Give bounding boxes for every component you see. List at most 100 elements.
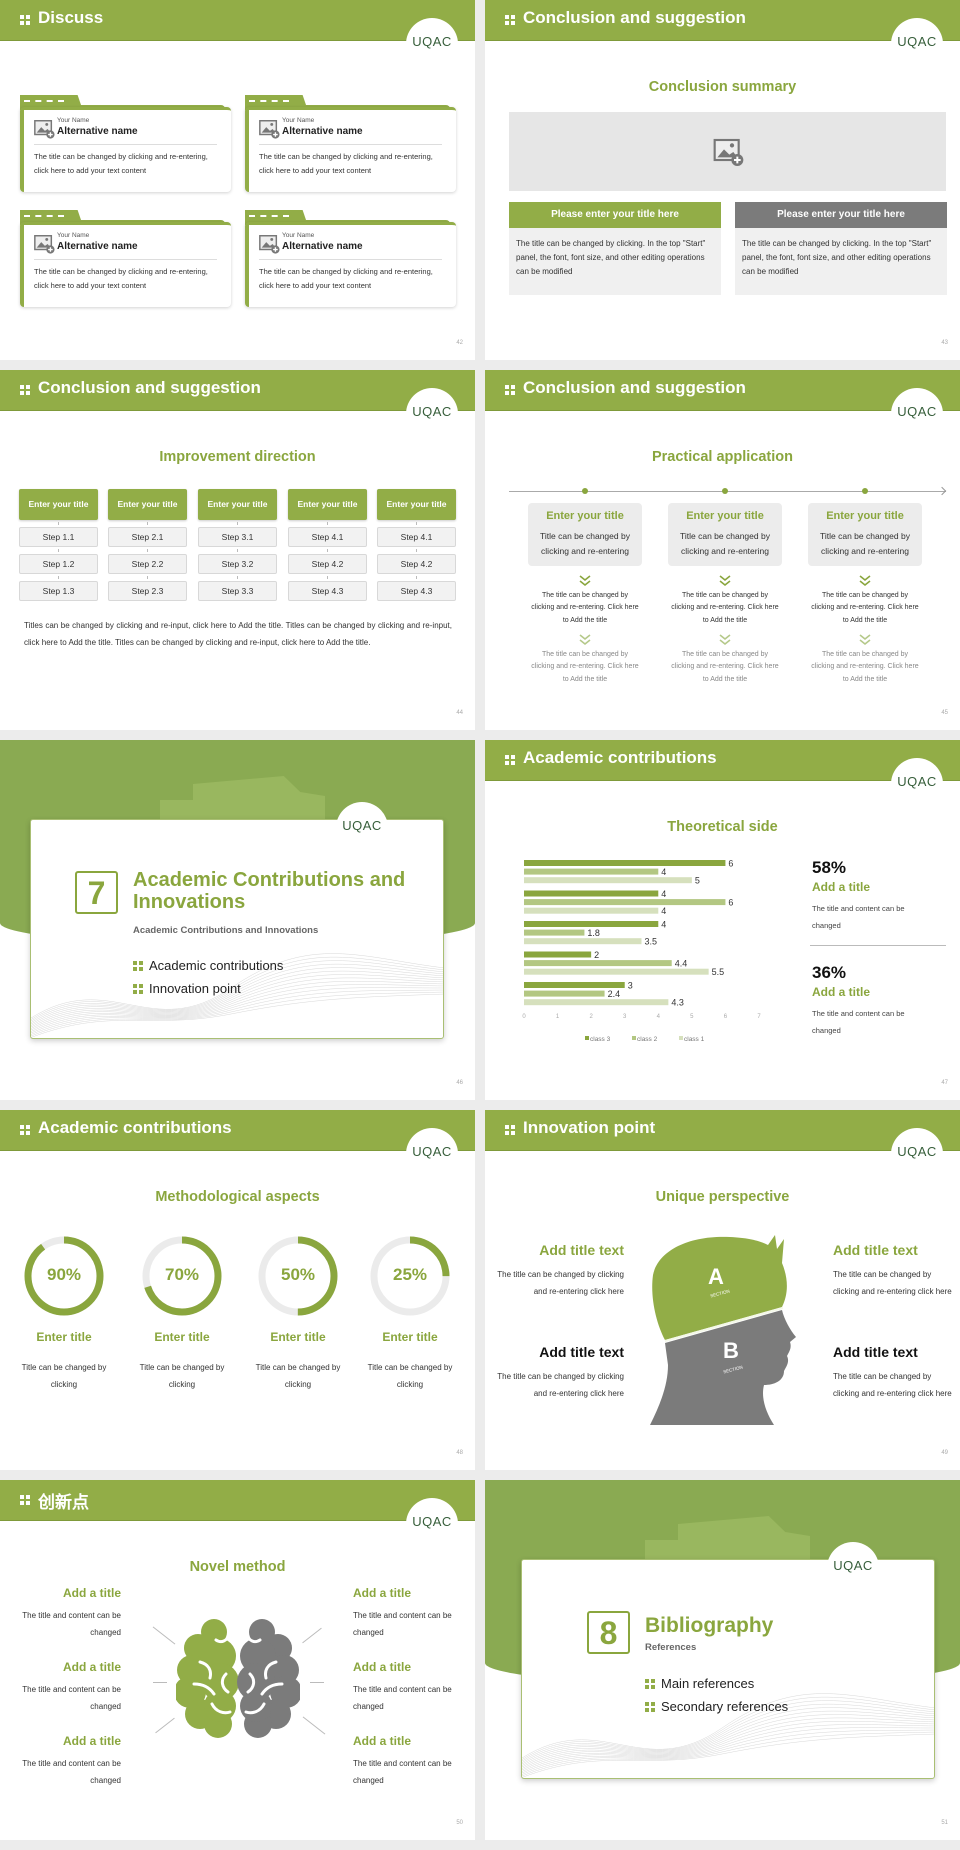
section-subtitle: Academic Contributions and Innovations [133,925,319,936]
step-box[interactable]: Step 2.3 [108,581,187,601]
box-title: Please enter your title here [735,202,947,228]
progress-value: 90% [46,1265,82,1284]
item-title: Add title text [833,1344,918,1360]
card-label: Your Name [57,117,90,124]
chevron-down-icon [858,574,872,587]
connector-dot [327,549,328,552]
data-label: 5.5 [712,967,725,977]
connector-dot [327,522,328,525]
slide-header-title: 创新点 [38,1493,89,1512]
item-title: Add a title [62,1586,121,1600]
step-box[interactable]: Step 1.3 [19,581,98,601]
info-box: Enter your title Title can be changed by … [528,503,642,566]
step-box[interactable]: Step 4.1 [377,527,456,547]
data-label: 3.5 [645,937,658,947]
connector-dot [147,522,148,525]
step-box[interactable]: Step 1.2 [19,554,98,574]
uqac-logo: UQAC [827,1542,879,1594]
slide-subtitle: Conclusion summary [648,79,797,95]
step-box[interactable]: Step 3.2 [198,554,277,574]
progress-ring-fill [370,1236,450,1316]
column-title-button[interactable]: Enter your title [377,489,456,520]
card-text: The title can be changed by clicking and… [34,152,208,175]
slide-section-8: UQAC 8 Bibliography References Main referenc… [485,1480,960,1840]
bar-class-2 [524,868,659,875]
progress-ring [22,1234,106,1318]
bar-class-2 [524,929,585,936]
tab-dashes [24,100,64,102]
image-placeholder-icon [33,233,55,260]
uqac-logo: UQAC [891,388,943,440]
info-box-text: Title can be changed by clicking and re-… [820,531,910,556]
data-label: 5 [695,876,700,886]
connector-dot [237,522,238,525]
bar-chart: 6 4 5 4 6 4 4 1.8 3.5 2 4.4 5.5 3 2.4 4.3 0 1 2 3 4 5 6 7 class… [522,859,761,1044]
profile-card: Your Name Alternative name The title can b… [245,95,456,192]
slide-header: Conclusion and suggestion [0,370,475,411]
step-box[interactable]: Step 2.1 [108,527,187,547]
ring-title: Enter title [154,1330,210,1344]
column-title-button[interactable]: Enter your title [288,489,367,520]
data-label: 4 [661,867,666,877]
column-title-button[interactable]: Enter your title [19,489,98,520]
step-box[interactable]: Step 4.2 [377,554,456,574]
slide-subtitle: Theoretical side [667,819,778,835]
page-number: 49 [941,1450,948,1456]
slide-header-title: Conclusion and suggestion [38,378,261,397]
section-link-2[interactable]: Innovation point [149,981,241,996]
ring-text: Title can be changed by clicking [21,1363,107,1389]
column-title-button[interactable]: Enter your title [198,489,277,520]
slide-header: Conclusion and suggestion [485,370,960,411]
section-link-1[interactable]: Main references [661,1676,755,1691]
section-link-1[interactable]: Academic contributions [149,958,284,973]
image-placeholder[interactable] [509,112,946,191]
slide-header-title: Academic contributions [523,748,717,767]
bullet-dots-icon [505,755,515,765]
step-box[interactable]: Step 4.2 [288,554,367,574]
detail-text: The title can be changed by clicking and… [531,592,639,624]
bar-class-2 [524,899,726,906]
bullet-dots-icon [505,1125,515,1135]
slide-header: Academic contributions [485,740,960,781]
progress-ring [368,1234,452,1318]
box-title: Please enter your title here [509,202,721,228]
item-text: The title and content can be changed [353,1759,452,1785]
uqac-logo: UQAC [406,1498,458,1550]
slide-header: Conclusion and suggestion [485,0,960,41]
data-label: 2.4 [608,989,621,999]
slide-header-title: Discuss [38,8,104,27]
step-box[interactable]: Step 4.3 [377,581,456,601]
slide-methodological-aspects: Academic contributions UQAC Methodological… [0,1110,475,1470]
progress-ring-fill [142,1236,222,1316]
slide-subtitle: Novel method [189,1559,286,1575]
uqac-logo: UQAC [336,802,388,854]
box-text: The title can be changed by clicking. In… [509,228,721,295]
page-number: 47 [941,1080,948,1086]
step-box[interactable]: Step 3.1 [198,527,277,547]
detail-text: The title can be changed by clicking and… [811,592,919,624]
bar-class-2 [524,960,672,967]
section-subtitle: References [645,1642,697,1653]
step-box[interactable]: Step 2.2 [108,554,187,574]
detail-text: The title can be changed by clicking and… [671,592,779,624]
step-box[interactable]: Step 1.1 [19,527,98,547]
progress-ring [140,1234,224,1318]
description-paragraph: Titles can be changed by clicking and re… [24,621,452,647]
step-box[interactable]: Step 4.1 [288,527,367,547]
bar-class-3 [524,921,659,927]
page-number: 42 [456,340,463,346]
image-placeholder-icon [712,136,744,173]
connector-line [302,1627,322,1644]
card-body: Your Name Alternative name The title can b… [245,107,456,192]
column-title-button[interactable]: Enter your title [108,489,187,520]
card-divider [34,144,217,145]
section-link-2[interactable]: Secondary references [661,1699,789,1714]
card-name: Alternative name [57,241,138,252]
step-box[interactable]: Step 4.3 [288,581,367,601]
step-box[interactable]: Step 3.3 [198,581,277,601]
detail-text: The title can be changed by clicking and… [671,651,779,683]
detail-text: The title can be changed by clicking and… [811,651,919,683]
x-tick-label: 5 [690,1014,694,1020]
image-placeholder-icon [258,233,280,260]
x-tick-label: 1 [556,1014,560,1020]
